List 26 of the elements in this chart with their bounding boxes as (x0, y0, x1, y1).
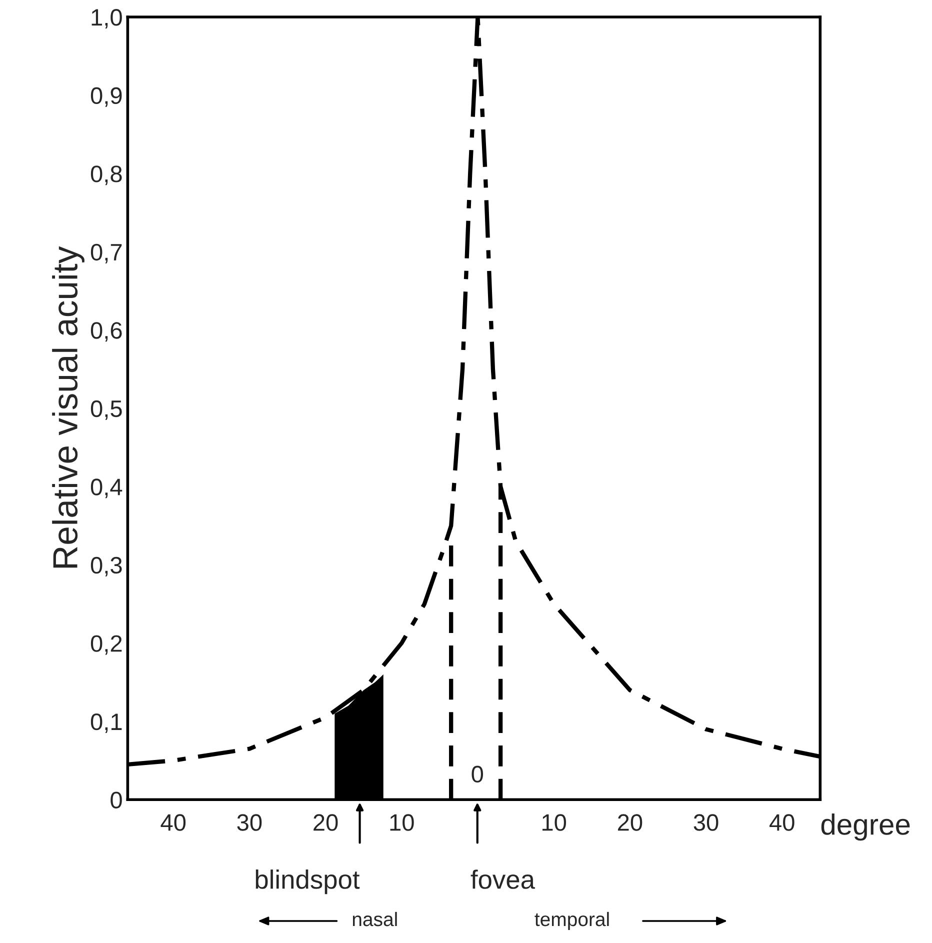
y-tick-label: 0,7 (90, 244, 122, 264)
x-tick-label: 40 (770, 814, 794, 831)
x-axis-title: degree (821, 813, 910, 841)
x-tick-label: 20 (314, 814, 338, 831)
x-tick-label: 10 (390, 814, 414, 831)
y-tick-label: 0,6 (90, 322, 122, 342)
y-tick-label: 0 (110, 792, 122, 808)
y-tick-label: 0,2 (90, 635, 122, 655)
text: nasal (352, 912, 397, 926)
y-axis-title: Relative visual acuity (52, 246, 84, 568)
x-tick-label: 30 (237, 814, 262, 831)
y-tick-label: 0,8 (90, 166, 122, 186)
x-tick-label: 20 (618, 814, 642, 831)
y-tick-label: 0,4 (90, 478, 122, 498)
text: fovea (470, 870, 536, 889)
y-tick-label: 0,9 (90, 87, 122, 107)
y-tick-label: 0,1 (90, 713, 122, 733)
x-tick-label: 40 (160, 814, 186, 831)
x-tick-label: 30 (694, 814, 718, 831)
y-tick-label: 0,3 (90, 556, 122, 576)
annotation: blindspot (256, 870, 360, 894)
y-tick-label: 1,0 (92, 9, 122, 29)
y-tick-label: 0,5 (90, 400, 122, 420)
text: temporal (534, 912, 609, 930)
x-tick-label: 10 (542, 814, 566, 831)
annotation: 0 (472, 766, 484, 783)
